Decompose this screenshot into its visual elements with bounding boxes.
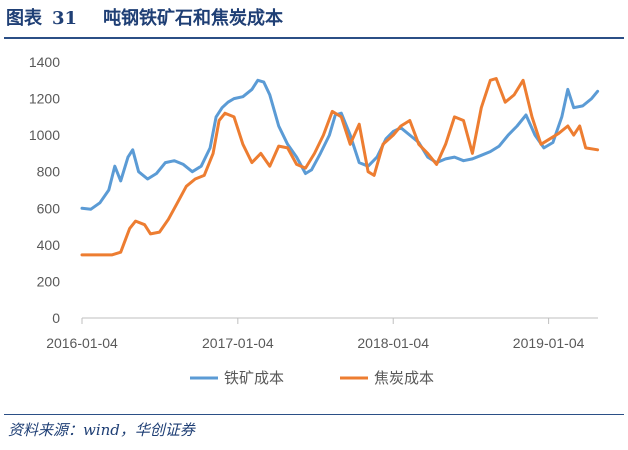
y-tick-label: 1400 — [29, 54, 60, 70]
line-chart: 0 200 400 600 800 1000 1200 1400 2016-01-04 2017-… — [29, 54, 600, 387]
source-note: 资料来源：wind，华创证券 — [8, 421, 195, 439]
legend-label-1: 铁矿成本 — [224, 370, 284, 387]
y-tick-label: 400 — [37, 237, 61, 253]
source-divider — [4, 414, 624, 415]
x-tick-label: 2016-01-04 — [46, 335, 118, 351]
y-tick-label: 1200 — [29, 91, 60, 107]
title-divider — [4, 37, 624, 39]
series-line-2 — [80, 77, 600, 257]
figure-label: 图表 — [6, 8, 42, 29]
y-tick-label: 800 — [37, 164, 61, 180]
chart-title: 吨钢铁矿石和焦炭成本 — [103, 8, 284, 29]
figure-title: 图表 31 吨钢铁矿石和焦炭成本 — [6, 4, 283, 34]
y-tick-label: 1000 — [29, 127, 60, 143]
series-line-1 — [80, 78, 600, 211]
y-tick-label: 200 — [37, 273, 61, 289]
y-tick-label: 0 — [52, 310, 60, 326]
chart-container: 0 200 400 600 800 1000 1200 1400 2016-01-04 2017-… — [0, 40, 628, 410]
x-tick-label: 2017-01-04 — [202, 335, 274, 351]
x-tick-label: 2018-01-04 — [357, 335, 429, 351]
x-tick-label: 2019-01-04 — [513, 335, 585, 351]
figure-number: 31 — [52, 8, 78, 29]
legend-label-2: 焦炭成本 — [374, 370, 434, 387]
y-tick-label: 600 — [37, 200, 61, 216]
